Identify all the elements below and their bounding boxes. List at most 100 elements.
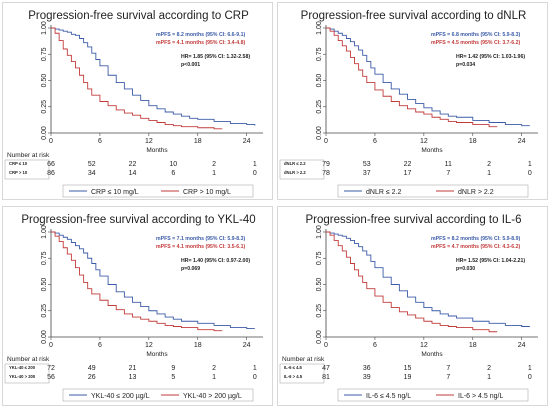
risk-row-label: CRP > 10 [9,170,28,175]
risk-row-label: IL-6 > 4.5 [284,374,303,379]
legend-label-1: CRP ≤ 10 mg/L [91,189,139,196]
x-axis-label: Months [421,351,443,358]
risk-count: 10 [169,161,177,168]
survival-curve-2 [326,27,498,128]
risk-table-title: Number at risk [7,356,50,363]
risk-count: 1 [212,170,216,177]
chart-title: Progression-free survival according to Y… [21,214,255,226]
risk-count: 22 [129,161,137,168]
chart-title: Progression-free survival according to d… [301,10,527,22]
risk-count: 53 [363,161,371,168]
y-tick-label: 0.25 [316,100,323,114]
risk-count: 5 [171,374,175,381]
risk-row-label: YKL-40 ≤ 200 [9,365,36,370]
stat-annotation: HR= 1.85 (95% CI: 1.32-2.58) [181,54,250,60]
risk-count: 1 [487,374,491,381]
risk-count: 78 [322,170,330,177]
risk-count: 13 [129,374,137,381]
risk-label-box [4,363,50,384]
legend-label-2: YKL-40 > 200 µg/L [183,393,242,400]
risk-count: 52 [88,161,96,168]
y-tick-label: 1.00 [41,21,48,35]
risk-count: 47 [322,365,330,372]
stat-annotation: HR= 1.40 (95% CI: 0.97-2.00) [181,258,250,264]
survival-curve-2 [51,231,223,332]
risk-count: 36 [363,365,371,372]
x-tick-label: 12 [420,138,428,145]
risk-count: 0 [253,374,257,381]
risk-row-label: IL-6 ≤ 4.5 [284,365,303,370]
km-chart-ykl40: Progression-free survival according to Y… [4,214,263,402]
legend-label-1: YKL-40 ≤ 200 µg/L [91,393,150,400]
risk-row-label: YKL-40 > 200 [9,374,36,379]
y-tick-label: 1.00 [316,225,323,239]
stat-annotation: mPFS = 4.1 months (95% CI: 3.4-4.8) [156,40,245,46]
legend-label-1: IL-6 ≤ 4.5 ng/L [366,393,411,400]
x-tick-label: 6 [373,138,377,145]
x-tick-label: 18 [469,342,477,349]
x-tick-label: 24 [243,342,251,349]
risk-count: 11 [445,161,452,168]
survival-curve-1 [51,27,256,126]
stat-annotation: mPFS = 6.8 months (95% CI: 5.9-8.3) [431,32,520,38]
stat-annotation: p<0.001 [181,62,200,68]
legend-box [337,388,529,402]
x-tick-label: 0 [49,138,53,145]
x-tick-label: 12 [145,138,153,145]
legend-box [337,184,529,198]
x-axis-label: Months [146,351,168,358]
y-tick-label: 0.50 [316,74,323,88]
x-tick-label: 6 [98,342,102,349]
x-tick-label: 12 [420,342,428,349]
risk-count: 81 [322,374,330,381]
risk-count: 1 [528,161,532,168]
risk-count: 49 [88,365,96,372]
x-tick-label: 0 [324,138,328,145]
x-tick-label: 24 [243,138,251,145]
y-tick-label: 0.75 [41,251,48,265]
survival-curve-2 [51,27,223,130]
risk-count: 19 [404,374,412,381]
legend-label-2: CRP > 10 mg/L [183,189,231,196]
x-tick-label: 18 [469,138,477,145]
km-panel-dnlr: Progression-free survival according to d… [277,2,548,200]
risk-count: 1 [253,161,257,168]
y-tick-label: 0.00 [41,330,48,344]
x-axis-label: Months [421,147,443,154]
y-tick-label: 0.00 [316,126,323,140]
stat-annotation: p=0.069 [181,266,200,272]
stat-annotation: mPFS = 4.5 months (95% CI: 3.7-6.2) [431,40,520,46]
stat-annotation: mPFS = 7.1 months (95% CI: 5.9-8.3) [156,236,245,242]
risk-count: 72 [47,365,55,372]
chart-title: Progression-free survival according to I… [305,214,521,226]
risk-count: 56 [47,374,55,381]
x-tick-label: 24 [518,138,526,145]
y-tick-label: 0.50 [316,278,323,292]
risk-count: 7 [446,365,450,372]
survival-curve-2 [326,231,498,333]
stat-annotation: mPFS = 8.2 months (95% CI: 6.6-9.1) [156,32,245,38]
x-axis-label: Months [146,147,168,154]
x-tick-label: 0 [49,342,53,349]
y-tick-label: 0.50 [41,74,48,88]
risk-count: 7 [446,170,450,177]
risk-count: 26 [88,374,96,381]
y-tick-label: 0.50 [41,278,48,292]
x-tick-label: 18 [194,342,202,349]
risk-count: 1 [212,374,216,381]
risk-row-label: CRP ≤ 10 [9,161,28,166]
stat-annotation: mPFS = 4.7 months (95% CI: 4.3-6.2) [431,244,520,250]
risk-table-title: Number at risk [282,356,325,363]
legend-box [62,184,254,198]
y-tick-label: 0.75 [316,47,323,61]
risk-count: 66 [47,161,55,168]
stat-annotation: p=0.034 [456,62,475,68]
risk-count: 2 [212,161,216,168]
risk-row-label: dNLR > 2.2 [284,170,306,175]
y-tick-label: 0.25 [41,100,48,114]
x-tick-label: 24 [518,342,526,349]
risk-count: 1 [487,170,491,177]
risk-count: 1 [253,365,257,372]
y-tick-label: 1.00 [41,225,48,239]
legend-label-2: IL-6 > 4.5 ng/L [458,393,503,400]
